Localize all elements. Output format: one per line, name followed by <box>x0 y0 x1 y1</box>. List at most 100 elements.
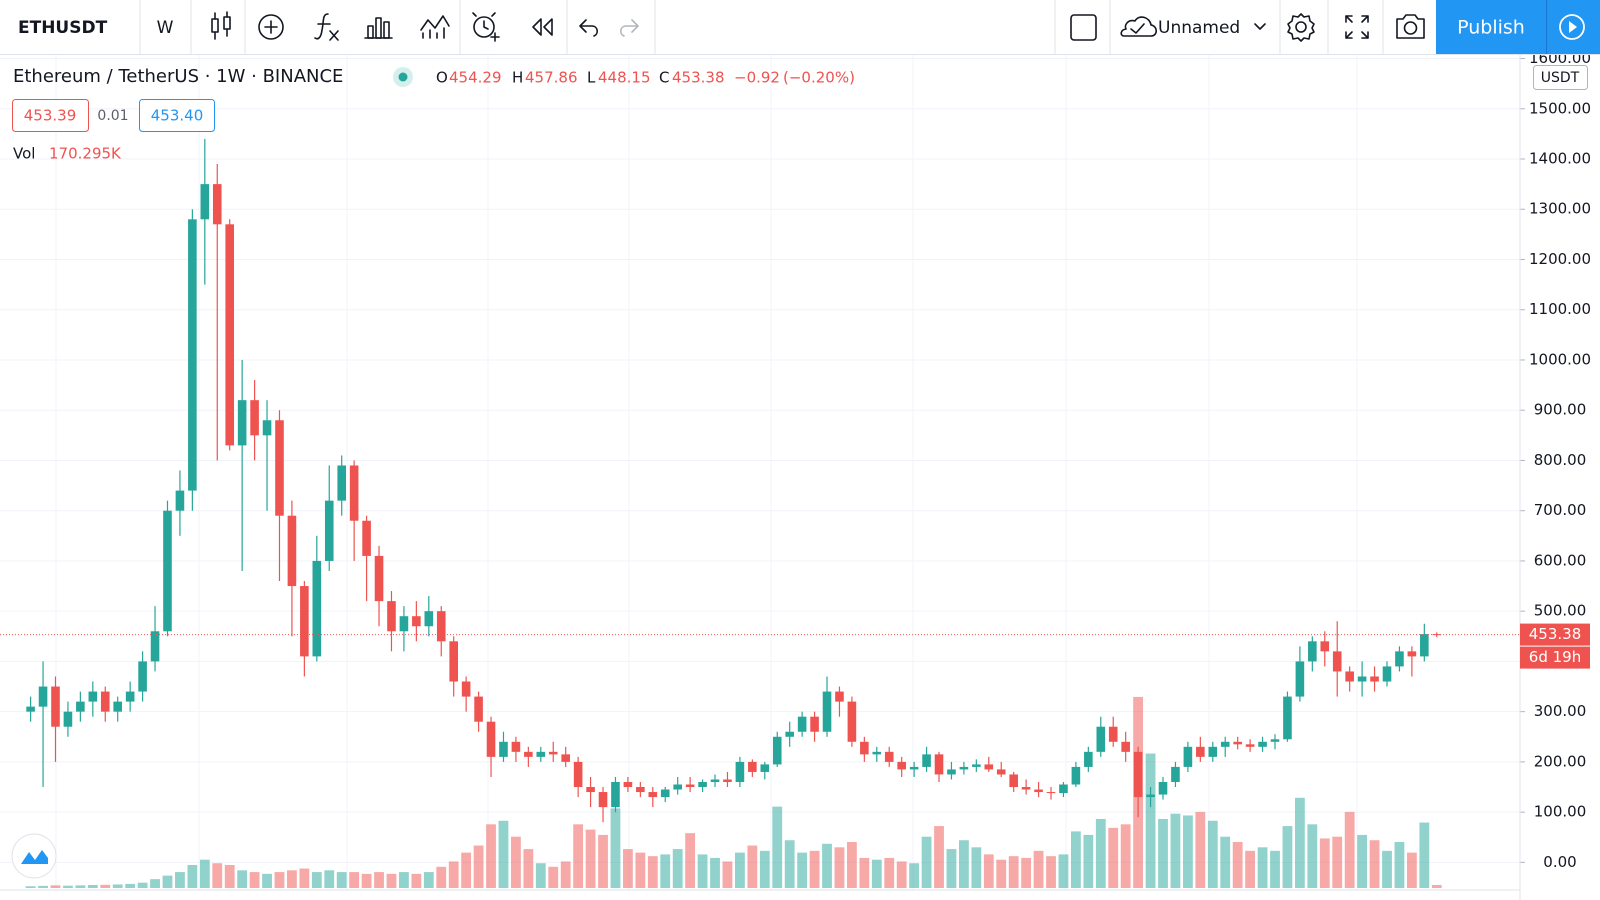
candle-body <box>225 224 235 446</box>
volume-bar <box>1120 824 1131 888</box>
volume-bar <box>1232 842 1243 888</box>
volume-bar <box>548 866 559 888</box>
volume-bar <box>374 872 384 888</box>
play-triangle <box>1569 21 1577 33</box>
snapshot-icon[interactable] <box>1396 14 1425 39</box>
templates-icon[interactable] <box>364 17 393 39</box>
candle-body <box>1245 744 1255 747</box>
candle-body <box>623 781 633 788</box>
logo[interactable] <box>11 833 57 879</box>
volume-bar <box>1220 836 1231 888</box>
volume-bar <box>784 840 795 888</box>
vol-value: 170.295K <box>49 145 122 163</box>
candle-body <box>735 761 745 782</box>
alert-icon[interactable] <box>472 12 500 42</box>
y-tick-label: 700.00 <box>1534 501 1587 519</box>
bid-box[interactable] <box>12 99 89 132</box>
volume-bar <box>336 872 347 888</box>
candle-body <box>872 751 882 755</box>
candle-body <box>1283 696 1292 740</box>
volume-bar <box>324 870 335 888</box>
volume-bar <box>50 885 61 888</box>
cloud-icon[interactable] <box>1120 16 1158 37</box>
candle-body <box>51 686 60 727</box>
volume-bar <box>1145 753 1156 888</box>
volume-bar <box>697 854 708 888</box>
volume-bar <box>847 842 857 888</box>
volume-bar <box>461 852 472 888</box>
y-tick-label: 1000.00 <box>1529 350 1591 368</box>
candle-body <box>436 611 446 642</box>
volume-bar <box>585 829 596 888</box>
candle-body <box>1420 634 1429 657</box>
candle-body <box>212 184 222 225</box>
volume-bar <box>1008 856 1019 888</box>
candle-body <box>399 616 409 632</box>
candle-body <box>897 761 906 770</box>
volume-bar <box>809 850 820 888</box>
redo-icon[interactable] <box>620 19 639 37</box>
volume-bar <box>946 849 957 888</box>
fullscreen-icon[interactable] <box>1345 15 1369 39</box>
volume-bar <box>996 859 1007 888</box>
vol-label: Vol <box>13 145 35 163</box>
publish-button[interactable] <box>1436 0 1546 54</box>
candle-body <box>760 764 770 772</box>
volume-bar <box>772 806 783 888</box>
candle-body <box>461 681 471 697</box>
candle-body <box>150 631 160 662</box>
volume-bar <box>959 840 969 888</box>
candle-body <box>125 691 135 702</box>
ask-box[interactable] <box>139 99 215 132</box>
candle-body <box>1407 651 1417 657</box>
y-tick-label: 0.00 <box>1543 853 1576 871</box>
chart-type-icon[interactable] <box>211 11 231 40</box>
high-letter: H <box>512 69 523 87</box>
volume-bar <box>1357 834 1368 888</box>
y-tick-label: 1300.00 <box>1529 200 1591 218</box>
volume-bar <box>623 849 633 888</box>
replay-icon[interactable] <box>532 18 553 36</box>
candle-body <box>138 661 147 692</box>
volume-bar <box>1307 824 1318 888</box>
volume-bar <box>1382 850 1392 888</box>
volume-bar <box>1344 811 1355 888</box>
candle-body <box>1208 746 1218 757</box>
volume-bar <box>1394 842 1405 888</box>
settings-icon[interactable] <box>1287 13 1315 42</box>
compare-icon[interactable] <box>258 14 284 40</box>
countdown-label: 6d 19h <box>1529 648 1581 666</box>
candle-body <box>947 769 956 775</box>
symbol-search[interactable]: ETHUSDT <box>18 18 108 38</box>
financials-icon[interactable] <box>420 15 450 39</box>
multi-layout-icon[interactable] <box>1070 14 1097 41</box>
volume-bar <box>896 861 907 888</box>
interval-button[interactable]: W <box>157 18 174 38</box>
volume-bar <box>921 836 932 888</box>
ask-price: 453.40 <box>151 107 204 125</box>
candle-body <box>474 696 483 722</box>
volume-bar <box>1207 820 1218 888</box>
undo-icon[interactable] <box>579 19 598 37</box>
candle-body <box>287 515 297 587</box>
layout-menu-chevron[interactable] <box>1254 23 1266 30</box>
volume-bar <box>150 879 160 888</box>
volume-bar <box>685 833 696 888</box>
volume-bar <box>75 885 86 888</box>
volume-bar <box>175 872 185 888</box>
volume-bar <box>834 847 845 888</box>
volume-bar <box>1046 856 1056 888</box>
volume-bar <box>237 870 248 888</box>
volume-bar <box>38 885 48 888</box>
candle-body <box>38 686 48 707</box>
volume-bar <box>162 875 173 888</box>
volume-bar <box>25 886 36 888</box>
candle-body <box>1158 781 1168 795</box>
currency-box[interactable] <box>1533 65 1588 90</box>
candle-body <box>1071 766 1081 785</box>
indicators-icon[interactable] <box>314 13 339 41</box>
candle-body <box>972 764 981 767</box>
layout-name[interactable]: Unnamed <box>1158 18 1240 38</box>
